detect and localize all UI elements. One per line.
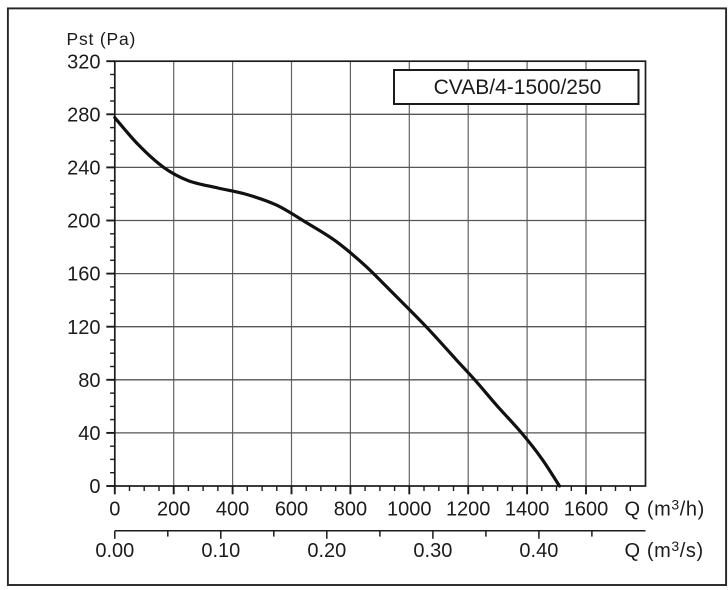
svg-text:CVAB/4-1500/250: CVAB/4-1500/250 bbox=[434, 76, 602, 99]
svg-text:0: 0 bbox=[89, 476, 100, 498]
svg-text:240: 240 bbox=[67, 158, 100, 180]
svg-text:Pst (Pa): Pst (Pa) bbox=[67, 29, 137, 49]
svg-text:280: 280 bbox=[67, 104, 100, 126]
svg-text:400: 400 bbox=[216, 499, 249, 521]
svg-text:80: 80 bbox=[78, 370, 100, 392]
svg-text:600: 600 bbox=[275, 499, 308, 521]
svg-text:160: 160 bbox=[67, 264, 100, 286]
svg-text:0.20: 0.20 bbox=[307, 540, 346, 562]
svg-text:320: 320 bbox=[67, 51, 100, 73]
svg-text:0: 0 bbox=[109, 499, 120, 521]
svg-text:1200: 1200 bbox=[446, 499, 491, 521]
svg-text:200: 200 bbox=[157, 499, 190, 521]
svg-text:120: 120 bbox=[67, 317, 100, 339]
svg-text:0.40: 0.40 bbox=[519, 540, 558, 562]
svg-text:Q (m3/h): Q (m3/h) bbox=[625, 496, 705, 520]
svg-text:800: 800 bbox=[334, 499, 367, 521]
svg-text:40: 40 bbox=[78, 423, 100, 445]
svg-text:200: 200 bbox=[67, 211, 100, 233]
svg-text:0.10: 0.10 bbox=[201, 540, 240, 562]
svg-text:0.00: 0.00 bbox=[95, 540, 134, 562]
svg-text:0.30: 0.30 bbox=[413, 540, 452, 562]
svg-text:1600: 1600 bbox=[564, 499, 609, 521]
svg-text:1400: 1400 bbox=[505, 499, 550, 521]
svg-text:Q (m3/s): Q (m3/s) bbox=[625, 538, 704, 562]
svg-text:1000: 1000 bbox=[387, 499, 432, 521]
